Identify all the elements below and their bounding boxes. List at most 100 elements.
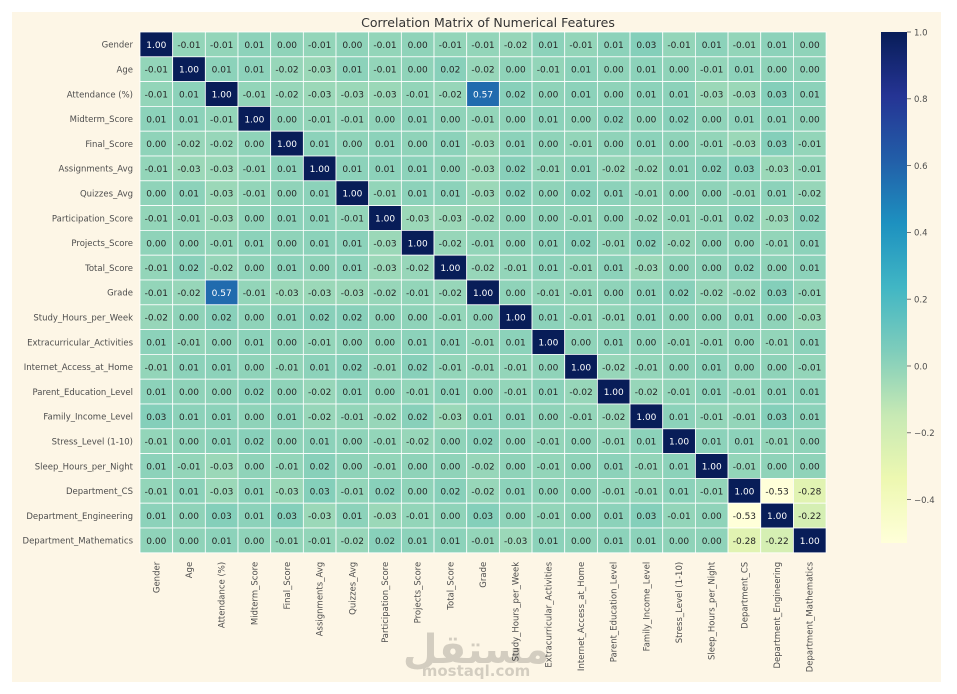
heatmap-cell: [596, 205, 631, 231]
heatmap-cell: [793, 31, 827, 58]
heatmap-cell: [139, 31, 174, 58]
cell-value-label: -0.02: [373, 289, 396, 299]
cell-value-label: -0.01: [275, 463, 298, 473]
cell-value-label: 0.00: [408, 66, 428, 76]
cell-value-label: 0.00: [179, 239, 199, 249]
cell-value-label: -0.01: [243, 289, 266, 299]
heatmap-cell: [760, 403, 794, 430]
heatmap-cell: [596, 155, 631, 182]
colorbar-tick-label: 0.2: [914, 295, 928, 305]
heatmap-cell: [694, 378, 729, 405]
cell-value-label: 0.02: [342, 363, 362, 373]
cell-value-label: -0.02: [569, 388, 592, 398]
heatmap-cell: [694, 502, 729, 529]
cell-value-label: 0.00: [473, 388, 493, 398]
cell-value-label: -0.03: [373, 91, 396, 101]
cell-value-label: -0.01: [275, 363, 298, 373]
heatmap-cell: [368, 502, 402, 529]
cell-value-label: 0.00: [767, 314, 787, 324]
heatmap-cell: [596, 353, 631, 380]
cell-value-label: 0.01: [244, 239, 264, 249]
cell-value-label: 0.02: [506, 165, 526, 175]
heatmap-cell: [564, 527, 598, 554]
cell-value-label: 0.01: [636, 140, 656, 150]
cell-value-label: -0.01: [373, 363, 396, 373]
heatmap-cell: [694, 428, 729, 454]
cell-value-label: -0.01: [308, 41, 331, 51]
cell-value-label: -0.01: [700, 140, 723, 150]
cell-value-label: 0.01: [244, 339, 264, 349]
chart-title: Correlation Matrix of Numerical Features: [361, 15, 615, 30]
heatmap-cell: [662, 155, 696, 182]
cell-value-label: 0.01: [146, 115, 166, 125]
cell-value-label: 0.00: [506, 239, 526, 249]
cell-value-label: -0.02: [406, 438, 429, 448]
heatmap-cell: [498, 502, 533, 529]
cell-value-label: -0.01: [471, 41, 494, 51]
cell-value-label: -0.03: [373, 264, 396, 274]
cell-value-label: 0.02: [506, 91, 526, 101]
cell-value-label: 0.01: [571, 165, 591, 175]
cell-value-label: 0.02: [408, 413, 428, 423]
colorbar-tick-label: 1.0: [914, 28, 928, 38]
heatmap-cell: [302, 31, 337, 58]
heatmap-cell: [302, 329, 337, 355]
colorbar-ticks: 1.0 0.8 0.6 0.4 0.2 0.0 −0.2 −0.4: [907, 28, 935, 506]
cell-value-label: -0.01: [798, 140, 821, 150]
cell-value-label: -0.01: [700, 487, 723, 497]
cell-value-label: 0.01: [408, 165, 428, 175]
cell-value-label: 1.00: [375, 215, 395, 225]
cell-value-label: -0.01: [210, 239, 233, 249]
heatmap-cell: [466, 229, 500, 256]
cell-value-label: 0.00: [669, 314, 689, 324]
cell-value-label: -0.01: [145, 289, 168, 299]
cell-value-label: 0.00: [538, 363, 558, 373]
y-tick-label: Parent_Education_Level: [33, 388, 133, 398]
cell-value-label: -0.01: [765, 339, 788, 349]
cell-value-label: -0.02: [635, 165, 658, 175]
y-tick-label: Extracurricular_Activities: [27, 338, 133, 348]
cell-value-label: 0.03: [212, 512, 232, 522]
cell-value-label: 0.00: [767, 363, 787, 373]
heatmap-cell: [139, 304, 174, 330]
cell-value-label: 0.00: [310, 264, 330, 274]
cell-value-label: 0.00: [277, 438, 297, 448]
heatmap-cell: [368, 254, 402, 281]
cell-value-label: -0.01: [406, 91, 429, 101]
cell-value-label: 0.01: [604, 41, 624, 51]
cell-value-label: 0.00: [571, 115, 591, 125]
heatmap-cell: [793, 205, 827, 231]
cell-value-label: -0.02: [308, 413, 331, 423]
colorbar-tick-label: 0.0: [914, 362, 928, 372]
cell-value-label: 0.00: [669, 264, 689, 274]
heatmap-cell: [139, 180, 174, 207]
cell-value-label: -0.02: [177, 140, 200, 150]
heatmap-cell: [531, 205, 566, 231]
heatmap-cell: [531, 502, 566, 529]
heatmap-cell: [400, 106, 435, 132]
cell-value-label: -0.28: [733, 537, 757, 547]
heatmap-cell: [694, 477, 729, 504]
cell-value-label: -0.01: [700, 413, 723, 423]
cell-value-label: 0.00: [767, 66, 787, 76]
heatmap-cell: [694, 527, 729, 554]
heatmap-cell: [596, 279, 631, 306]
cell-value-label: -0.01: [798, 363, 821, 373]
heatmap-cell: [433, 155, 468, 182]
cell-value-label: 0.01: [310, 438, 330, 448]
cell-value-label: 0.01: [408, 537, 428, 547]
cell-value-label: 0.02: [244, 438, 264, 448]
heatmap-cell: [237, 378, 272, 405]
cell-value-label: 0.03: [146, 413, 166, 423]
heatmap-cell: [662, 502, 696, 529]
heatmap-cell: [727, 527, 762, 554]
cell-value-label: 0.02: [669, 115, 689, 125]
cell-value-label: -0.01: [635, 463, 658, 473]
cell-value-label: 0.01: [440, 537, 460, 547]
cell-value-label: 0.00: [669, 190, 689, 200]
cell-value-label: 0.01: [440, 339, 460, 349]
cell-value-label: 1.00: [571, 363, 591, 373]
cell-value-label: -0.01: [537, 289, 560, 299]
heatmap-cell: [629, 56, 664, 82]
cell-value-label: 0.01: [571, 91, 591, 101]
